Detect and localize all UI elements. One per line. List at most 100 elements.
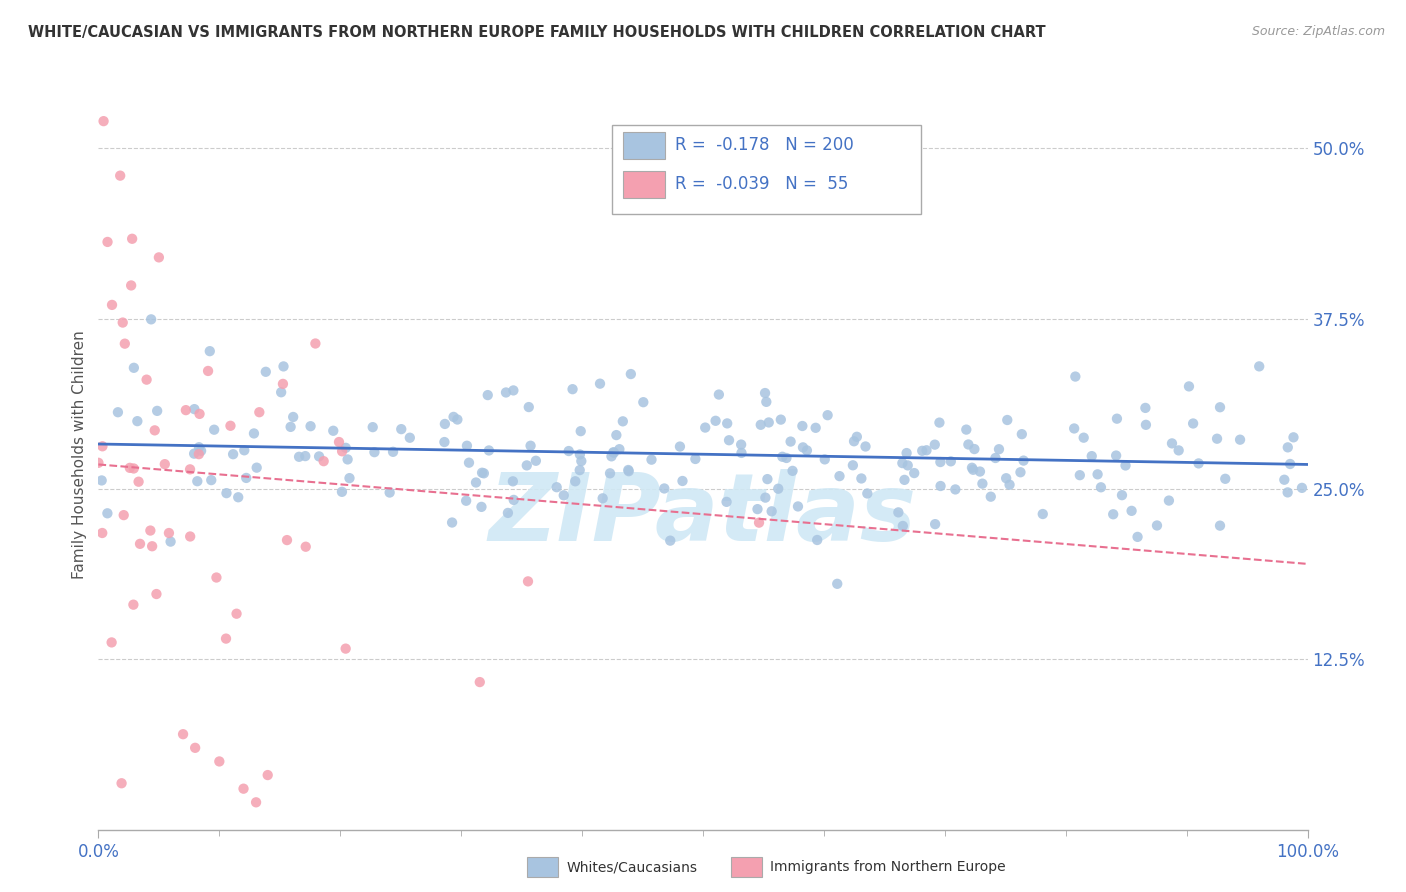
- Point: [716, 417, 738, 431]
- Point: [1080, 449, 1102, 463]
- Point: [219, 418, 242, 433]
- Point: [294, 449, 316, 463]
- Point: [127, 414, 149, 428]
- Point: [389, 422, 412, 436]
- Point: [915, 443, 938, 458]
- Point: [335, 441, 357, 455]
- Point: [330, 484, 353, 499]
- Point: [592, 491, 614, 506]
- Point: [609, 442, 631, 457]
- Point: [761, 504, 783, 518]
- Point: [1121, 504, 1143, 518]
- Point: [603, 445, 626, 459]
- Point: [980, 490, 1002, 504]
- Point: [276, 533, 298, 547]
- Point: [283, 409, 305, 424]
- Point: [730, 437, 752, 451]
- Point: [716, 495, 738, 509]
- Point: [256, 768, 278, 782]
- Point: [988, 442, 1011, 457]
- Point: [233, 443, 256, 458]
- Point: [564, 475, 586, 489]
- Point: [758, 416, 780, 430]
- Point: [205, 570, 228, 584]
- Point: [197, 364, 219, 378]
- Text: Whites/Caucasians: Whites/Caucasians: [567, 860, 697, 874]
- Point: [215, 632, 238, 646]
- Point: [108, 169, 131, 183]
- Point: [887, 505, 910, 519]
- Point: [1206, 432, 1229, 446]
- Point: [754, 386, 776, 401]
- Point: [939, 454, 962, 468]
- Point: [1105, 411, 1128, 425]
- Point: [1209, 518, 1232, 533]
- Point: [304, 336, 326, 351]
- Text: Source: ZipAtlas.com: Source: ZipAtlas.com: [1251, 25, 1385, 38]
- Point: [145, 587, 167, 601]
- Point: [446, 412, 468, 426]
- Point: [557, 444, 579, 458]
- Point: [516, 458, 538, 473]
- Point: [456, 439, 478, 453]
- Point: [1182, 417, 1205, 431]
- Point: [114, 336, 136, 351]
- Point: [546, 480, 568, 494]
- Point: [891, 519, 914, 533]
- Point: [825, 577, 848, 591]
- Point: [471, 466, 494, 480]
- Point: [1277, 485, 1299, 500]
- Point: [519, 439, 541, 453]
- Point: [652, 482, 675, 496]
- Point: [984, 450, 1007, 465]
- Point: [186, 474, 208, 488]
- Point: [1105, 449, 1128, 463]
- Point: [273, 359, 295, 374]
- Point: [1102, 508, 1125, 522]
- Point: [995, 471, 1018, 485]
- Point: [271, 376, 294, 391]
- Point: [1277, 441, 1299, 455]
- Point: [1010, 465, 1032, 479]
- Point: [184, 740, 207, 755]
- Point: [1178, 379, 1201, 393]
- Point: [215, 486, 238, 500]
- Point: [995, 413, 1018, 427]
- Point: [1279, 457, 1302, 471]
- Point: [139, 312, 162, 326]
- Point: [730, 446, 752, 460]
- Text: R =  -0.039   N =  55: R = -0.039 N = 55: [675, 175, 848, 193]
- Point: [100, 635, 122, 649]
- Point: [112, 508, 135, 523]
- Point: [187, 447, 209, 461]
- Point: [842, 458, 865, 473]
- Point: [470, 500, 492, 514]
- Point: [433, 417, 456, 431]
- Point: [695, 420, 717, 434]
- Point: [962, 463, 984, 477]
- Point: [896, 446, 918, 460]
- Point: [792, 441, 814, 455]
- Point: [245, 795, 267, 809]
- Point: [361, 420, 384, 434]
- Point: [312, 454, 335, 468]
- Point: [998, 477, 1021, 491]
- Point: [960, 460, 983, 475]
- Point: [755, 395, 778, 409]
- Point: [288, 450, 311, 464]
- Point: [640, 452, 662, 467]
- Point: [620, 367, 643, 381]
- Point: [433, 435, 456, 450]
- Point: [707, 387, 730, 401]
- Point: [188, 440, 211, 454]
- Point: [891, 456, 914, 470]
- Point: [1291, 481, 1313, 495]
- Point: [828, 469, 851, 483]
- Point: [232, 781, 254, 796]
- Point: [128, 475, 150, 489]
- Point: [179, 462, 201, 476]
- Point: [159, 534, 181, 549]
- Point: [226, 490, 249, 504]
- Point: [524, 454, 547, 468]
- Point: [671, 474, 693, 488]
